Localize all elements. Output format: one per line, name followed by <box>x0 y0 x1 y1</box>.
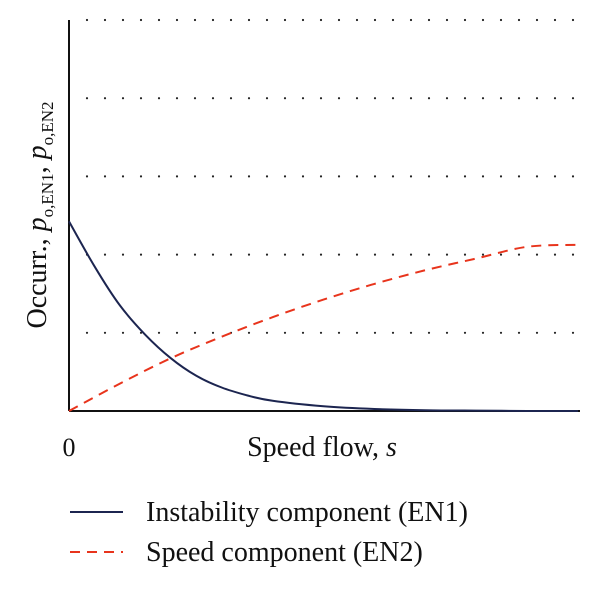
series-group <box>68 220 579 413</box>
x-tick-label-0: 0 <box>63 433 76 462</box>
legend: Instability component (EN1) Speed compon… <box>70 497 468 568</box>
legend-item-en2: Speed component (EN2) <box>70 537 423 568</box>
x-axis-title: Speed flow, s <box>247 432 397 463</box>
legend-item-en1: Instability component (EN1) <box>70 497 468 528</box>
grid-lines <box>85 18 580 334</box>
legend-label-en2: Speed component (EN2) <box>146 537 423 568</box>
y-axis-title: Occurr., po,EN1, po,EN2 <box>22 101 57 328</box>
legend-label-en1: Instability component (EN1) <box>146 497 468 528</box>
series-line-en1 <box>68 220 579 413</box>
series-line-en2 <box>68 243 579 412</box>
